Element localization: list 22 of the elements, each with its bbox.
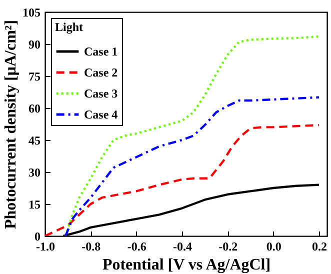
x-tick-label: -0.2 — [218, 240, 238, 254]
x-tick-label: 0.0 — [266, 240, 282, 254]
x-axis-title: Potential [V vs Ag/AgCl] — [102, 256, 271, 274]
x-tick-label: -0.4 — [173, 240, 192, 254]
y-tick-label: 60 — [28, 102, 40, 116]
line-series — [45, 124, 320, 236]
y-tick-label: 30 — [28, 166, 40, 180]
y-tick-label: 105 — [22, 6, 40, 20]
y-tick-label: 15 — [28, 198, 40, 212]
legend-label: Case 2 — [84, 66, 118, 80]
x-tick-label: 0.2 — [312, 240, 328, 254]
y-tick-label: 45 — [28, 134, 40, 148]
legend-label: Case 4 — [84, 108, 118, 122]
y-axis-title: Photocurrent density [μA/cm²] — [2, 20, 20, 230]
x-tick-label: -0.8 — [82, 240, 101, 254]
x-tick-label: -0.6 — [127, 240, 146, 254]
line-series — [64, 96, 320, 236]
legend-label: Case 3 — [84, 86, 118, 100]
y-tick-label: 90 — [28, 38, 40, 52]
y-tick-label: 75 — [28, 70, 40, 84]
legend-title: Light — [55, 20, 84, 34]
legend-label: Case 1 — [84, 44, 118, 58]
